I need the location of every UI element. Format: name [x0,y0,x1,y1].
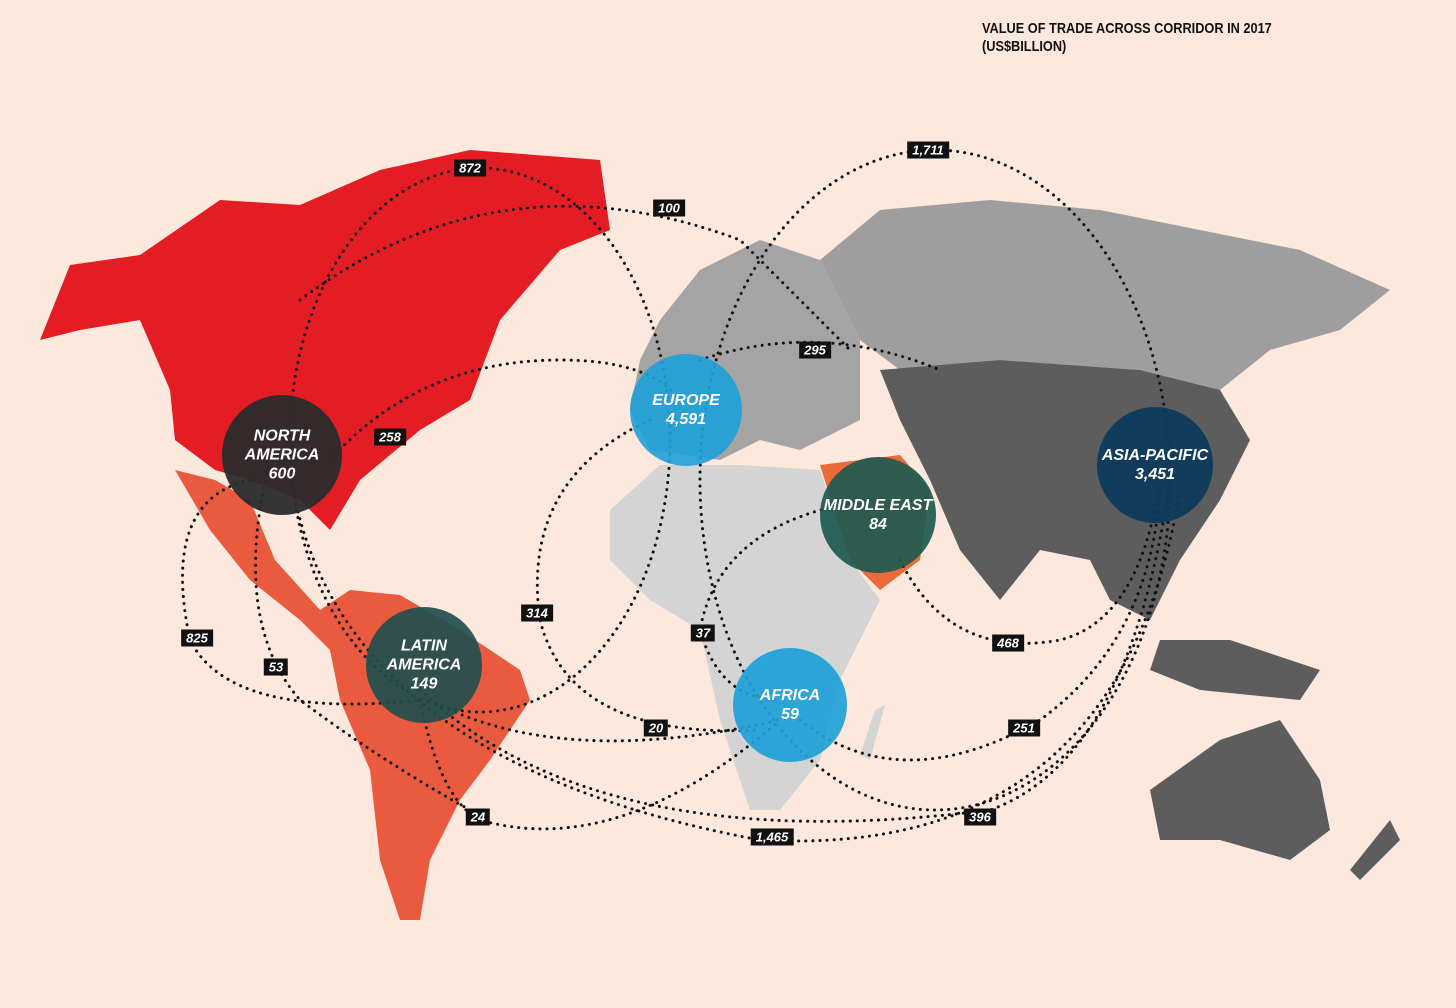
new-zealand-land [1350,820,1400,880]
corridor-value: 314 [521,604,553,622]
title: VALUE OF TRADE ACROSS CORRIDOR IN 2017 [982,20,1272,37]
region-value: 3,451 [1134,466,1176,483]
route [418,698,782,831]
corridor-value: 37 [690,624,716,642]
corridor-value: 20 [643,719,669,737]
region-bubble [1097,407,1213,523]
region-name: EUROPE [652,392,720,409]
north-america-land [40,150,610,530]
region-name: ASIA-PACIFIC [1101,447,1209,464]
corridor-value: 251 [1008,719,1040,737]
route [418,478,1172,823]
latin-america-land [175,470,530,920]
corridor-value: 53 [263,658,289,676]
region-bubble [733,648,847,762]
madagascar-land [860,705,885,760]
corridor-value: 24 [465,808,491,826]
region-label: ASIA-PACIFIC 3,451 [1095,446,1215,484]
region-value: 59 [781,706,799,723]
australia-land [1150,720,1330,860]
corridor-value: 468 [992,634,1024,652]
north-asia-land [820,200,1390,390]
corridor-value: 295 [799,341,831,359]
region-name: AFRICA [759,687,821,704]
region-value: 84 [869,516,887,533]
corridor-value: 258 [374,428,406,446]
region-name: NORTH AMERICA [244,427,320,464]
route [328,358,682,462]
corridor-value: 872 [454,159,486,177]
region-name: MIDDLE EAST [823,497,933,514]
asia-islands [1150,640,1320,700]
route [798,488,1162,762]
region-label: MIDDLE EAST 84 [813,496,943,534]
route [898,478,1162,645]
title-block: VALUE OF TRADE ACROSS CORRIDOR IN 2017 (… [982,20,1272,56]
region-label: EUROPE 4,591 [636,391,736,429]
region-bubble [630,354,742,466]
region-label: AFRICA 59 [740,686,840,724]
region-value: 149 [410,675,438,693]
region-bubble [366,607,482,723]
corridor-value: 396 [964,808,996,826]
region-bubble [820,457,936,573]
corridor-value: 100 [653,199,685,217]
region-value: 4,591 [665,411,707,428]
corridor-value: 1,711 [907,141,949,159]
region-value: 600 [268,465,296,483]
region-label: LATIN AMERICA 149 [379,637,469,694]
region-name: LATIN AMERICA [386,637,462,674]
subtitle: (US$BILLION) [982,38,1067,55]
corridor-value: 825 [181,629,213,647]
region-bubble [222,395,342,515]
region-label: NORTH AMERICA 600 [237,427,327,484]
corridor-value: 1,465 [750,828,794,846]
